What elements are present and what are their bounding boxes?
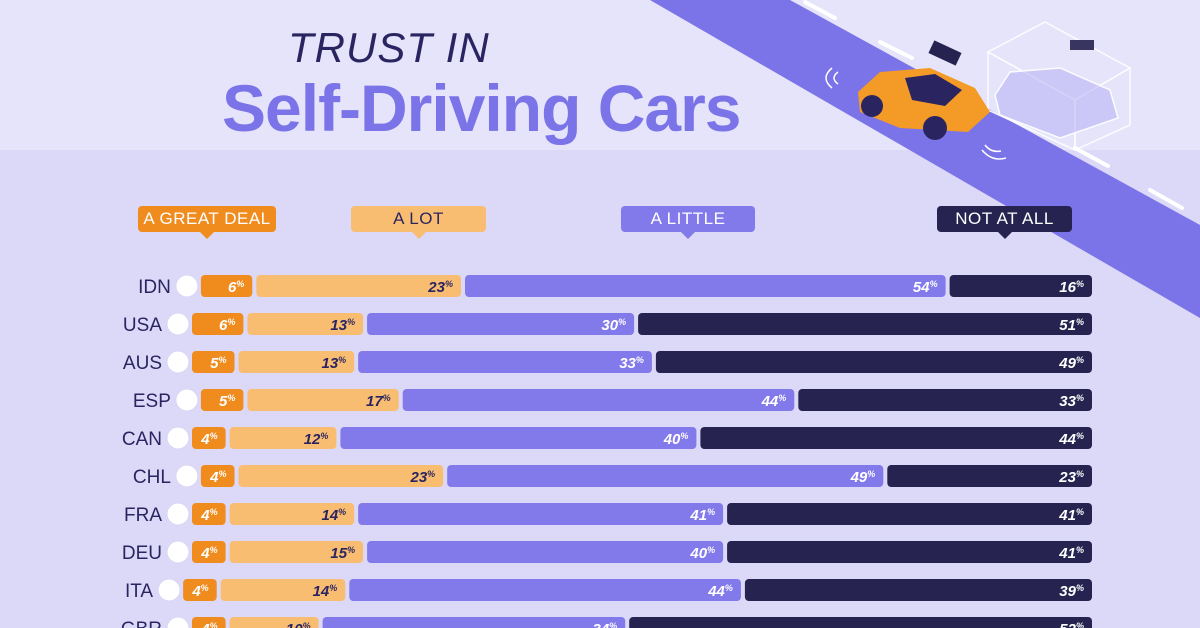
bar-a-lot	[220, 579, 346, 601]
category-label: CHL	[133, 467, 171, 488]
page-title: Self-Driving Cars	[222, 71, 741, 145]
category-label: AUS	[123, 353, 162, 374]
bar-a-lot	[247, 313, 364, 335]
bar-not-at-all	[744, 579, 1092, 601]
flag-icon-gbr	[166, 616, 190, 628]
category-label: DEU	[122, 543, 162, 564]
category-label: GBR	[121, 619, 162, 628]
bar-a-little	[340, 427, 697, 449]
chart-row-can: CAN 4% 12% 40% 44%	[122, 426, 1092, 450]
bar-a-great-deal	[200, 275, 253, 297]
chart-row-esp: ESP 5% 17% 44% 33%	[133, 388, 1092, 412]
chart-row-fra: FRA 4% 14% 41% 41%	[124, 502, 1092, 526]
chart-row-idn: IDN 6% 23% 54% 16%	[138, 274, 1092, 298]
bar-a-little	[465, 275, 946, 297]
bar-a-great-deal	[192, 427, 226, 449]
data-label: 10%	[286, 621, 311, 628]
bar-a-little	[367, 541, 724, 563]
chart-row-aus: AUS 5% 13% 33% 49%	[123, 350, 1092, 374]
bar-not-at-all	[887, 465, 1092, 487]
chart-row-ita: ITA 4% 14% 44% 39%	[125, 578, 1092, 602]
flag-icon-usa	[166, 312, 190, 336]
bar-a-little	[367, 313, 635, 335]
bar-a-little	[358, 503, 724, 525]
bar-a-great-deal	[192, 351, 235, 373]
category-label: IDN	[138, 277, 171, 298]
bar-a-lot	[229, 503, 355, 525]
bar-not-at-all	[629, 617, 1092, 628]
bar-a-great-deal	[192, 503, 226, 525]
chart-row-chl: CHL 4% 23% 49% 23%	[133, 464, 1092, 488]
category-label: CAN	[122, 429, 162, 450]
chart-row-usa: USA 6% 13% 30% 51%	[123, 312, 1092, 336]
flag-icon-esp	[175, 388, 199, 412]
bar-not-at-all	[655, 351, 1092, 373]
ghost-car-icon	[986, 21, 1132, 152]
bar-a-great-deal	[200, 465, 235, 487]
orange-car-icon	[858, 40, 990, 140]
road-lane-markings	[803, 0, 1184, 210]
legend-a-little: A LITTLE	[621, 206, 755, 239]
category-label: ESP	[133, 391, 171, 412]
bar-a-great-deal	[192, 617, 226, 628]
bar-a-lot	[229, 617, 319, 628]
bar-a-great-deal	[200, 389, 244, 411]
flag-icon-ita	[157, 578, 181, 602]
bar-not-at-all	[700, 427, 1092, 449]
category-label: FRA	[124, 505, 162, 526]
data-label: 34%	[592, 621, 617, 628]
bar-a-little	[349, 579, 741, 601]
bar-not-at-all	[727, 503, 1092, 525]
chart-row-gbr: GBR 4% 10% 34% 52%	[121, 616, 1092, 628]
flag-icon-deu	[166, 540, 190, 564]
flag-icon-chl	[175, 464, 199, 488]
category-label: USA	[123, 315, 162, 336]
bar-a-lot	[256, 275, 461, 297]
legend-great-deal: A GREAT DEAL	[138, 206, 276, 239]
bar-a-lot	[247, 389, 399, 411]
chart-row-deu: DEU 4% 15% 40% 41%	[122, 540, 1092, 564]
legend-a-lot: A LOT	[351, 206, 486, 239]
bar-not-at-all	[638, 313, 1092, 335]
bar-a-lot	[229, 541, 364, 563]
flag-icon-can	[166, 426, 190, 450]
legend-not-at-all: NOT AT ALL	[937, 206, 1072, 239]
sensor-waves-icon	[825, 67, 1007, 160]
flag-icon-aus	[166, 350, 190, 374]
bar-a-lot	[229, 427, 337, 449]
bar-a-lot	[238, 351, 355, 373]
bar-a-great-deal	[192, 313, 244, 335]
bar-a-great-deal	[183, 579, 217, 601]
bar-a-little	[358, 351, 652, 373]
data-label: 4%	[200, 621, 217, 628]
bar-a-little	[447, 465, 884, 487]
flag-icon-fra	[166, 502, 190, 526]
title-top: TRUST IN	[288, 24, 490, 71]
bar-a-lot	[238, 465, 444, 487]
bar-not-at-all	[727, 541, 1092, 563]
bar-a-little	[402, 389, 795, 411]
road	[650, 0, 1200, 318]
flag-icon-idn	[175, 274, 199, 298]
category-label: ITA	[125, 581, 153, 602]
bar-a-great-deal	[192, 541, 226, 563]
bar-a-little	[322, 617, 626, 628]
bar-not-at-all	[949, 275, 1092, 297]
data-label: 52%	[1059, 621, 1084, 628]
bar-not-at-all	[798, 389, 1092, 411]
